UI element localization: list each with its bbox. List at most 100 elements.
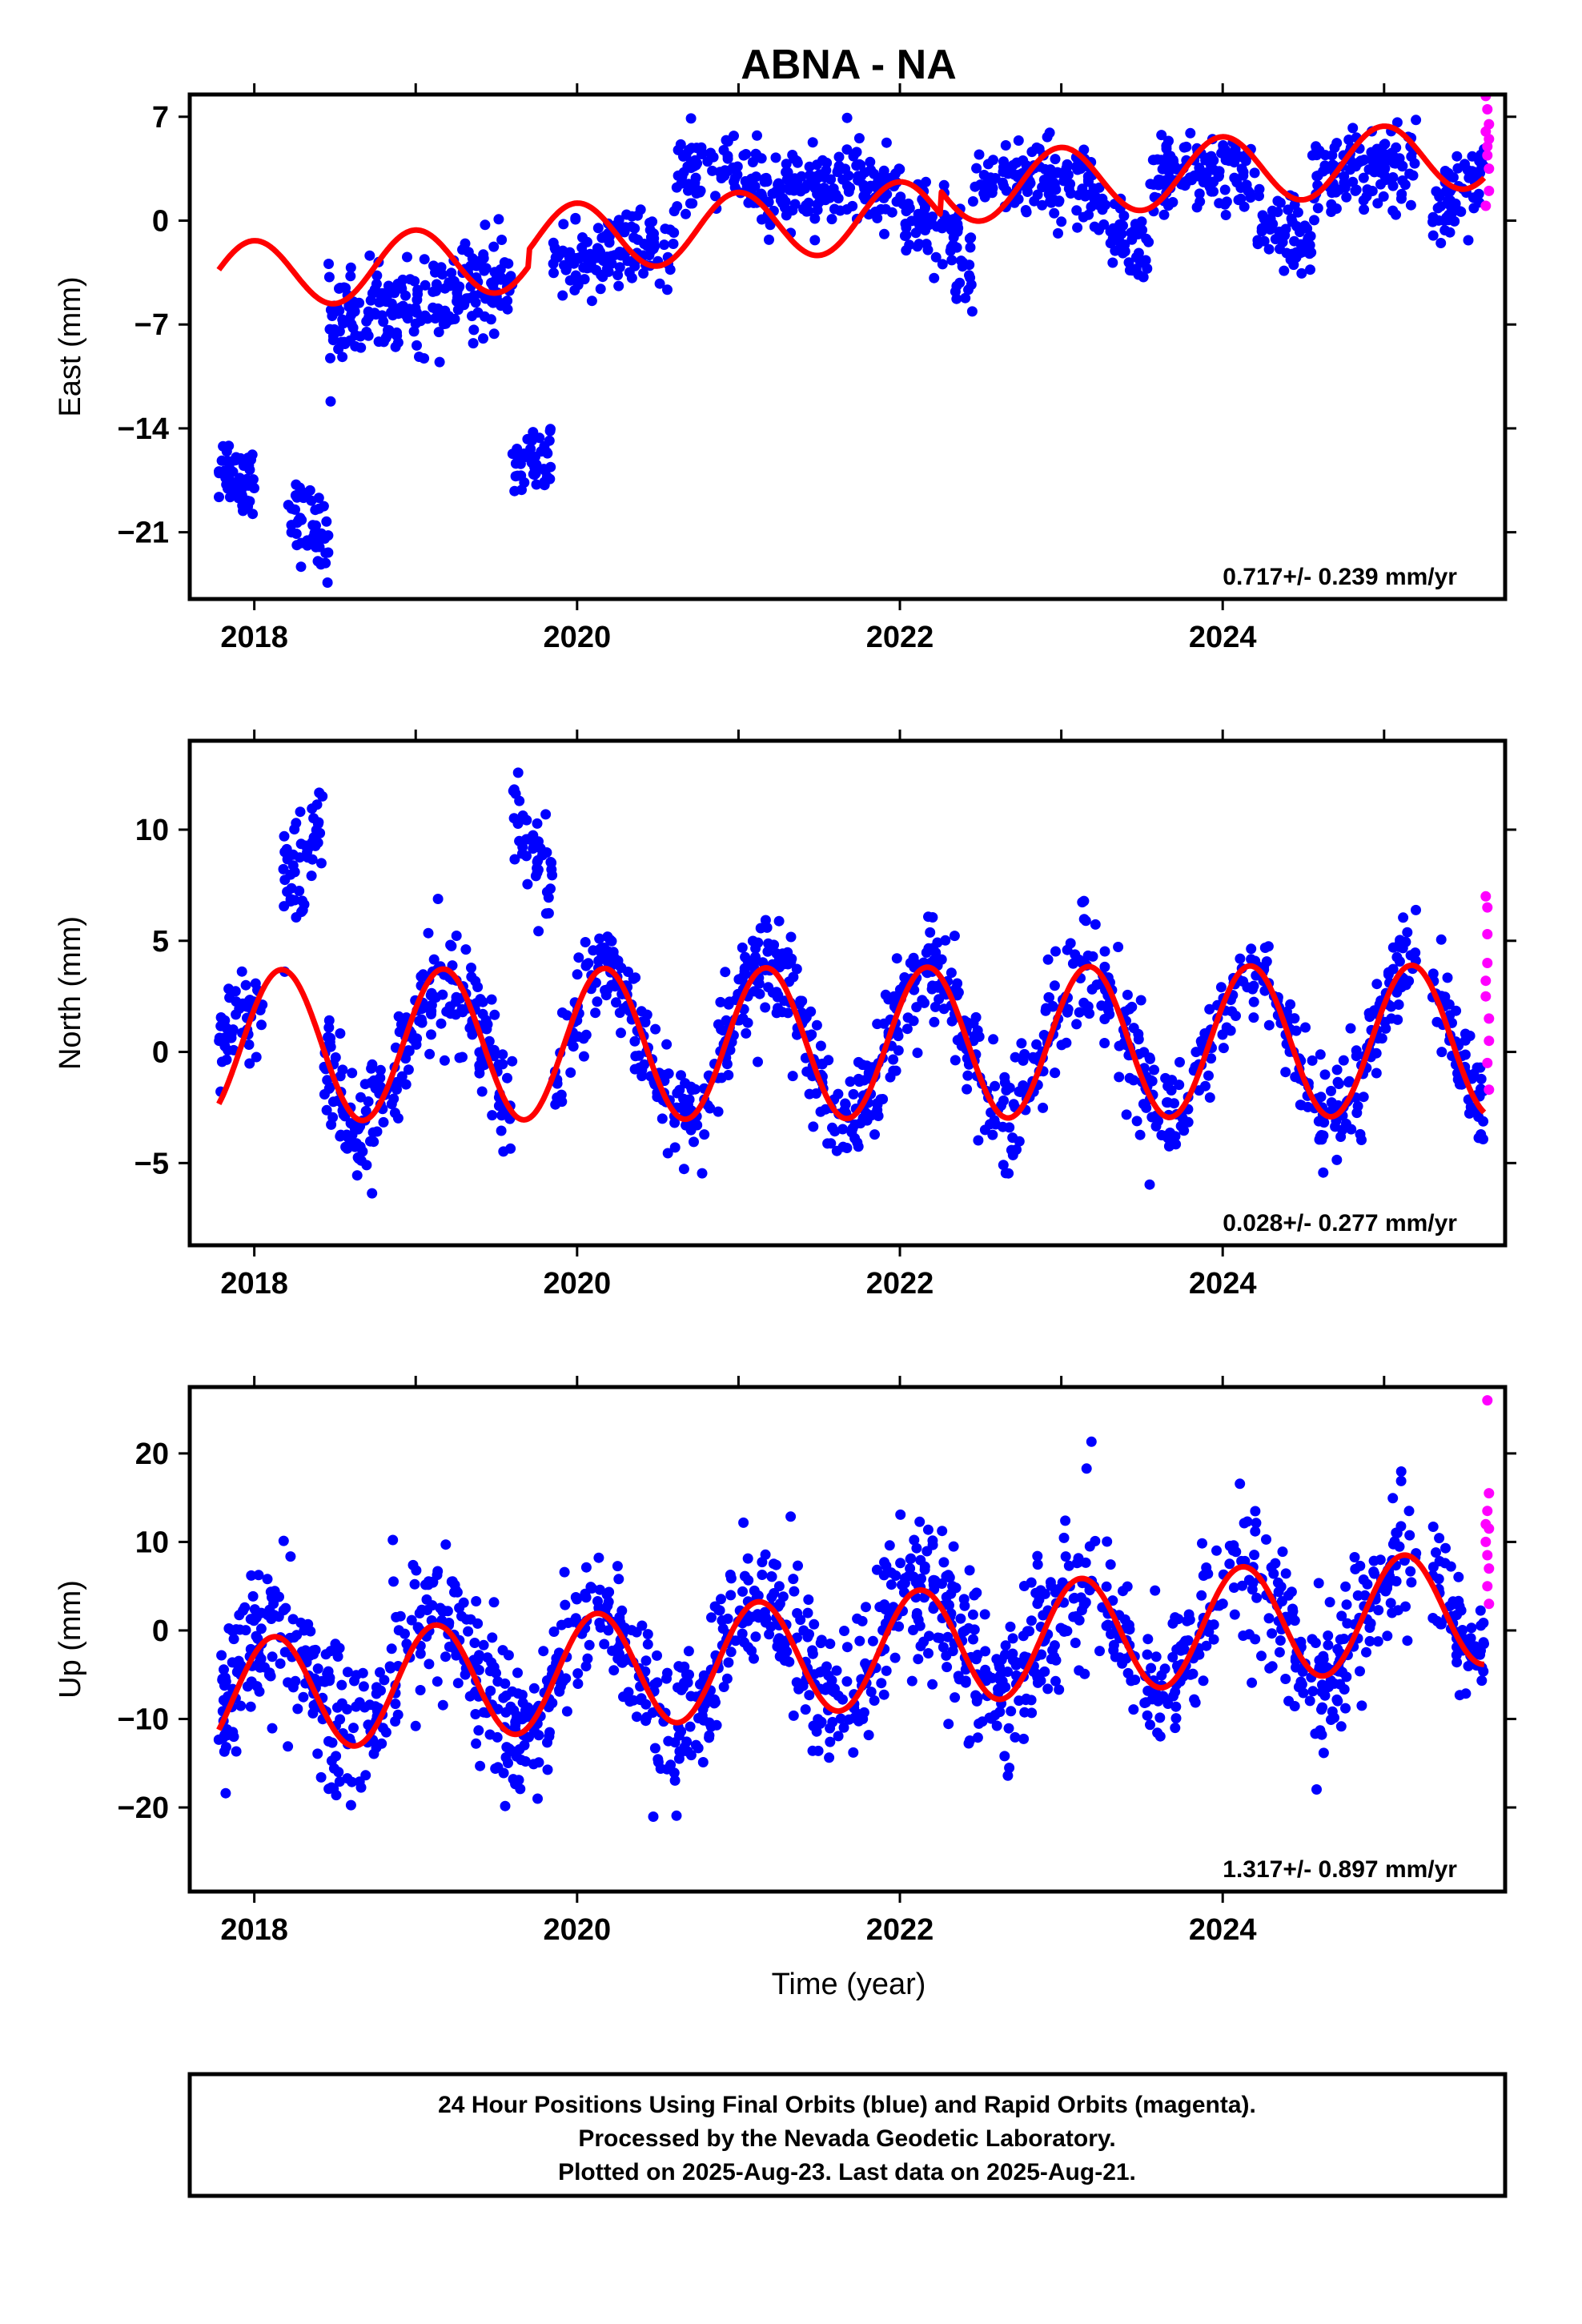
east-final-point	[1358, 172, 1369, 183]
east-final-point	[1357, 155, 1368, 167]
up-final-point	[979, 1609, 990, 1620]
east-final-point	[1272, 195, 1283, 207]
north-final-point	[831, 1145, 842, 1156]
east-final-point	[1411, 115, 1422, 126]
east-plot-frame	[187, 92, 1508, 601]
north-final-point	[771, 987, 782, 998]
east-final-point	[946, 255, 958, 266]
up-final-point	[492, 1731, 503, 1743]
north-final-point	[639, 1059, 650, 1070]
north-rapid-point	[1480, 975, 1492, 987]
up-final-point	[298, 1691, 309, 1703]
north-final-point	[1386, 1001, 1397, 1012]
east-final-point	[1123, 257, 1134, 268]
north-final-point	[1246, 943, 1257, 955]
north-final-point	[1090, 919, 1101, 930]
east-final-point	[1279, 265, 1290, 276]
east-final-point	[1156, 130, 1167, 141]
east-final-point	[628, 232, 640, 243]
north-final-point	[676, 1070, 686, 1081]
north-panel: 10 5 0 −5 2018 2020 2022 2024 North (mm) 0.028+/-…	[54, 730, 1516, 1301]
up-final-point	[964, 1565, 975, 1576]
east-final-point	[1405, 199, 1416, 211]
east-final-point	[527, 435, 537, 446]
east-rapid-point	[1480, 200, 1492, 211]
up-final-point	[1058, 1532, 1070, 1543]
east-final-point	[1305, 264, 1315, 275]
up-rapid-point	[1482, 1581, 1493, 1592]
east-final-point	[965, 242, 976, 253]
up-final-point	[1339, 1634, 1350, 1644]
up-final-point	[239, 1602, 251, 1613]
north-final-point	[853, 1056, 864, 1068]
north-final-point	[573, 952, 584, 963]
east-final-point	[1107, 257, 1118, 268]
up-final-point	[685, 1721, 696, 1732]
north-final-point	[279, 846, 291, 858]
up-final-point	[825, 1723, 836, 1734]
east-final-point	[710, 191, 721, 202]
up-final-point	[1368, 1555, 1379, 1566]
north-final-point	[750, 943, 761, 954]
up-final-point	[544, 1731, 555, 1742]
north-final-point	[962, 1084, 973, 1095]
north-final-point	[946, 1015, 958, 1027]
east-final-point	[626, 221, 637, 232]
north-y-tick-label: 10	[135, 814, 169, 847]
up-final-point	[831, 1665, 842, 1676]
up-y-tick-label: −20	[118, 1791, 169, 1825]
up-final-point	[275, 1658, 286, 1669]
north-final-point	[794, 999, 805, 1010]
up-final-point	[1007, 1648, 1018, 1659]
up-final-point	[1405, 1566, 1416, 1577]
up-final-point	[1170, 1612, 1181, 1623]
east-final-point	[1296, 267, 1307, 279]
east-final-point	[1292, 207, 1303, 218]
north-final-points	[214, 767, 1495, 1199]
east-final-point	[1141, 233, 1152, 244]
north-plot-frame	[187, 738, 1508, 1248]
up-final-point	[941, 1570, 952, 1582]
up-final-point	[559, 1566, 570, 1578]
east-final-point	[683, 179, 694, 190]
up-final-point	[580, 1592, 592, 1603]
east-final-point	[295, 513, 306, 524]
east-final-point	[1287, 216, 1298, 227]
north-final-point	[815, 1040, 826, 1051]
east-final-point	[437, 269, 448, 280]
east-final-point	[1468, 203, 1480, 214]
east-final-point	[323, 530, 334, 541]
up-final-point	[718, 1682, 729, 1692]
up-final-point	[1280, 1568, 1291, 1579]
up-final-point	[1026, 1577, 1037, 1588]
east-final-point	[825, 174, 837, 185]
up-final-point	[249, 1604, 260, 1615]
east-final-point	[807, 137, 818, 148]
north-final-point	[630, 1051, 641, 1062]
east-final-point	[480, 219, 491, 231]
north-rapid-point	[1484, 1035, 1495, 1047]
north-final-point	[1263, 941, 1274, 952]
north-model-curve	[216, 962, 1487, 1124]
up-final-point	[1000, 1640, 1011, 1651]
east-final-point	[770, 186, 781, 197]
north-final-point	[1319, 1069, 1331, 1080]
up-final-point	[969, 1590, 980, 1601]
up-final-point	[906, 1675, 917, 1687]
up-final-point	[1261, 1534, 1271, 1545]
north-final-point	[1134, 1129, 1146, 1140]
north-final-point	[347, 1068, 358, 1079]
north-final-point	[488, 1044, 500, 1055]
up-final-point	[444, 1641, 455, 1652]
east-final-point	[1022, 187, 1033, 197]
east-rate-label: 0.717+/- 0.239 mm/yr	[1223, 564, 1457, 590]
up-final-point	[532, 1793, 543, 1804]
north-final-point	[1038, 1030, 1050, 1040]
north-y-tick-label: 5	[152, 925, 169, 959]
up-final-point	[1372, 1636, 1383, 1647]
east-x-tick-label: 2024	[1189, 621, 1257, 654]
up-final-point	[878, 1570, 889, 1581]
up-final-point	[292, 1703, 303, 1715]
up-final-point	[737, 1628, 748, 1639]
up-final-point	[738, 1517, 749, 1528]
